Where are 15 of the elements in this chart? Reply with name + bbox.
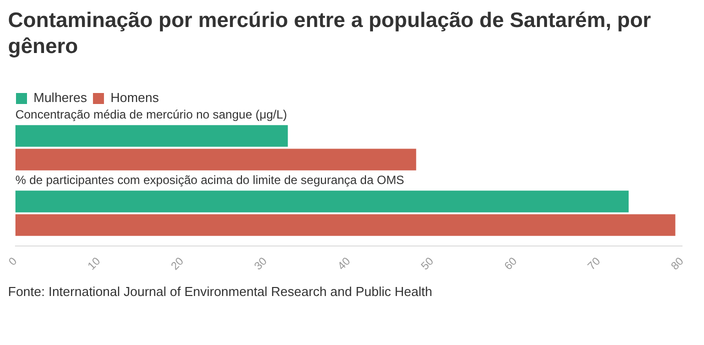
x-tick-label: 60 [502, 255, 520, 273]
legend-label: Mulheres [34, 90, 88, 106]
x-tick-label: 40 [336, 255, 353, 273]
x-tick-label: 70 [586, 255, 603, 273]
x-tick-label: 10 [86, 255, 103, 273]
source-note: Fonte: International Journal of Environmental Research and Public Health [8, 284, 434, 299]
y-tick-label: % de participantes com exposição acima do limite de segurança da OMS [15, 172, 404, 187]
chart-title: Contaminação por mercúrio entre a população de Santarém, por gênero [8, 8, 652, 60]
x-tick-label: 80 [669, 255, 686, 273]
x-tick-label: 0 [6, 255, 20, 268]
x-tick-label: 50 [419, 255, 436, 273]
x-tick-label: 30 [252, 255, 270, 273]
x-tick-label: 20 [169, 255, 186, 273]
y-tick-label: Concentração média de mercúrio no sangue (μg/L) [15, 107, 288, 122]
legend-label: Homens [110, 90, 160, 106]
